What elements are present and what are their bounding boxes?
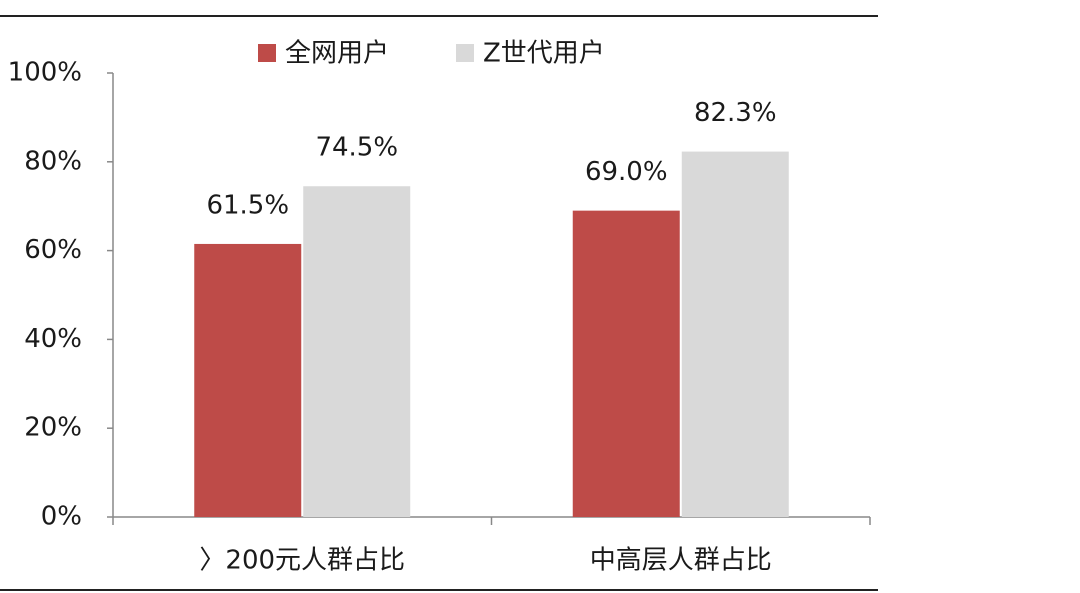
y-tick-label: 0% (41, 502, 82, 532)
legend-swatch (456, 44, 474, 62)
bar (572, 210, 680, 517)
y-tick-label: 40% (24, 324, 82, 354)
legend-label: 全网用户 (285, 39, 389, 69)
bar (681, 151, 789, 517)
value-label: 82.3% (694, 98, 777, 128)
value-label: 61.5% (206, 190, 289, 220)
y-tick-label: 100% (8, 58, 82, 88)
y-tick-label: 20% (24, 413, 82, 443)
value-label: 69.0% (585, 157, 668, 187)
y-tick-label: 60% (24, 235, 82, 265)
x-tick-label: 〉200元人群占比 (199, 546, 405, 576)
y-tick-label: 80% (24, 146, 82, 176)
legend-swatch (258, 44, 276, 62)
value-label: 74.5% (315, 133, 398, 163)
bar (194, 243, 302, 517)
legend-label: Z世代用户 (483, 39, 605, 69)
bar (303, 186, 411, 517)
x-tick-label: 中高层人群占比 (590, 546, 772, 576)
